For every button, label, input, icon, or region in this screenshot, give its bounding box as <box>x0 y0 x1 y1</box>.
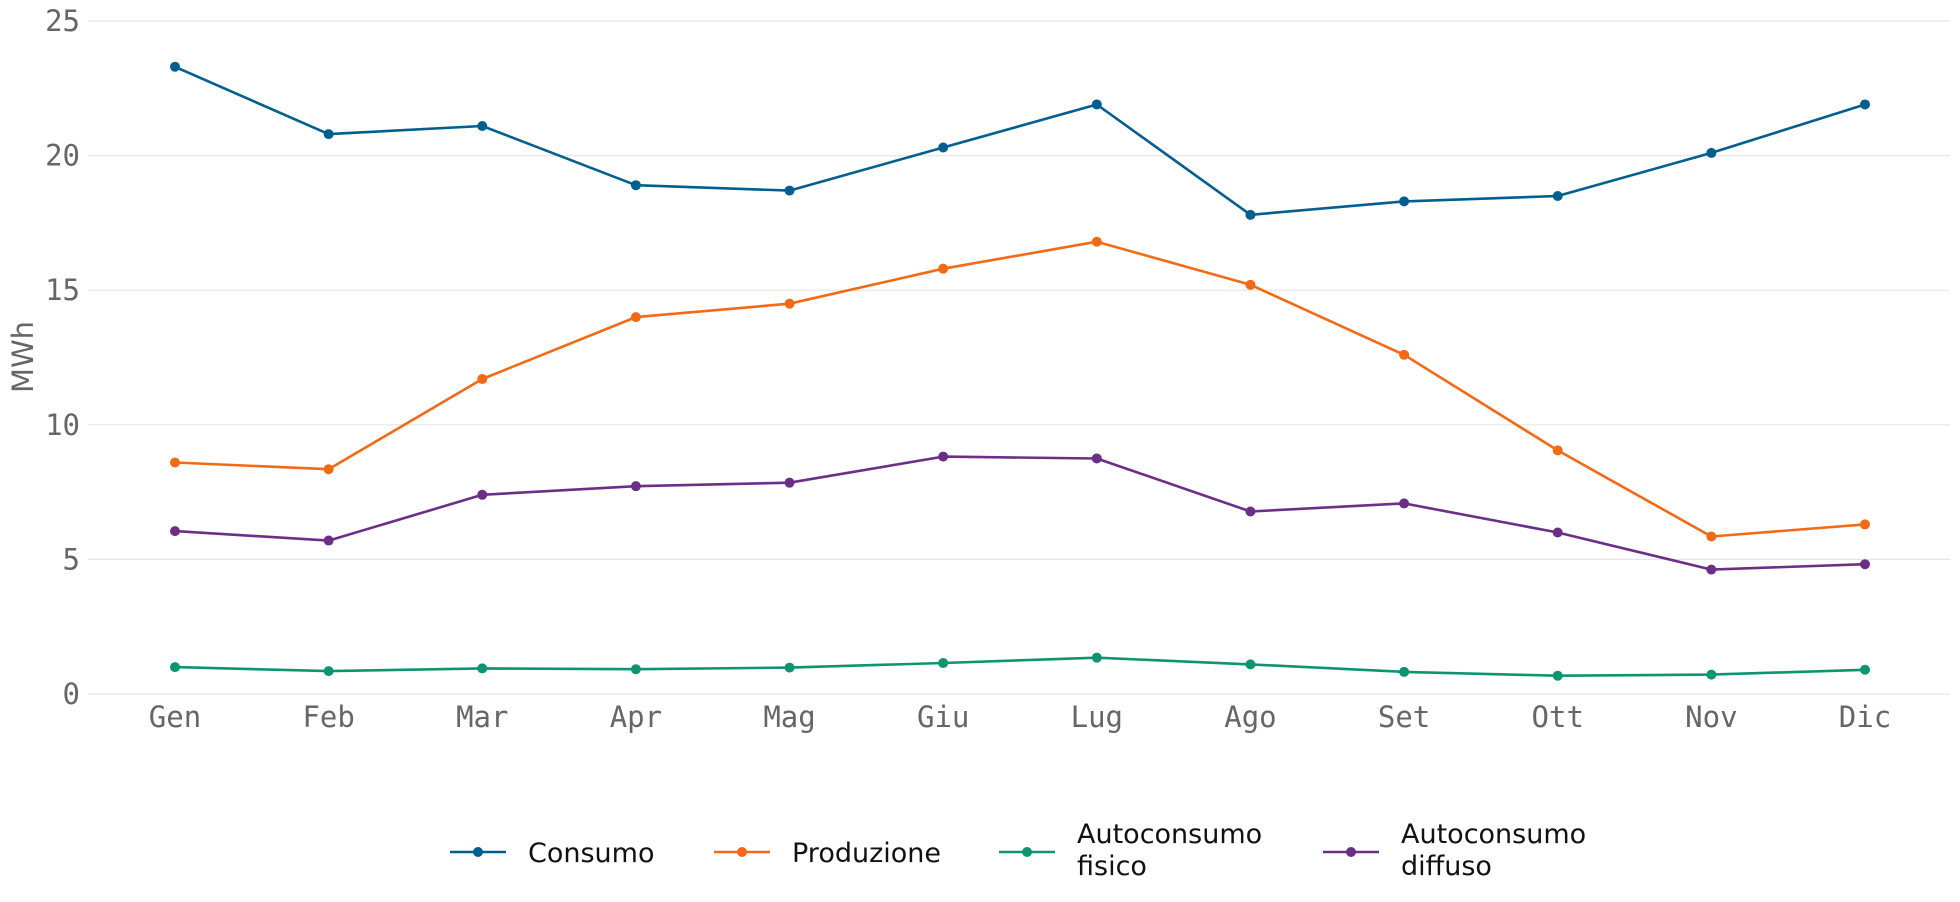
data-point <box>1091 453 1102 464</box>
data-point <box>1706 564 1717 575</box>
data-point <box>1245 506 1256 517</box>
data-point <box>938 142 949 153</box>
gridlines <box>88 20 1950 695</box>
series-line <box>174 65 1866 217</box>
series-autoconsumo-diffuso <box>170 451 1870 575</box>
data-point <box>630 664 641 675</box>
x-tick-label: Feb <box>302 700 354 734</box>
legend-label: diffuso <box>1401 851 1492 882</box>
data-point <box>477 663 488 674</box>
data-point <box>1860 99 1870 110</box>
x-tick-label: Gen <box>149 700 201 734</box>
x-tick-label: Set <box>1378 700 1430 734</box>
data-point <box>1860 664 1870 675</box>
data-point <box>1706 147 1717 158</box>
legend-swatch-marker <box>1346 847 1356 857</box>
data-point <box>323 464 334 475</box>
y-axis: 0 5 10 15 20 25 <box>45 4 80 711</box>
data-point <box>1552 670 1563 681</box>
data-point <box>170 61 180 72</box>
x-tick-label: Mag <box>763 700 815 734</box>
legend-swatch-marker <box>737 847 747 857</box>
legend-label: Autoconsumo <box>1401 819 1586 850</box>
x-tick-label: Mar <box>456 700 508 734</box>
data-point <box>323 666 334 677</box>
data-point <box>1706 531 1717 542</box>
data-point <box>784 662 795 673</box>
data-point <box>1399 349 1410 360</box>
data-point <box>784 298 795 309</box>
legend-label: Consumo <box>528 838 654 869</box>
y-tick-label: 10 <box>45 408 80 442</box>
data-point <box>1245 279 1256 290</box>
data-point <box>1245 659 1256 670</box>
legend-swatch-marker <box>1022 847 1032 857</box>
x-tick-label: Giu <box>917 700 969 734</box>
data-point <box>323 129 334 140</box>
data-point <box>1091 652 1102 663</box>
y-tick-label: 15 <box>45 273 80 307</box>
x-tick-label: Ott <box>1532 700 1584 734</box>
legend-item: Produzione <box>714 838 941 869</box>
y-tick-label: 25 <box>45 4 80 38</box>
legend-item: Consumo <box>450 838 654 869</box>
data-point <box>170 457 180 468</box>
data-point <box>323 535 334 546</box>
x-tick-label: Nov <box>1685 700 1737 734</box>
data-point <box>1245 209 1256 220</box>
x-tick-label: Dic <box>1839 700 1891 734</box>
data-point <box>784 477 795 488</box>
x-axis: Gen Feb Mar Apr Mag Giu Lug Ago Set Ott Nov Dic <box>149 700 1891 734</box>
series-line <box>174 455 1866 571</box>
legend-swatch-marker <box>473 847 483 857</box>
data-point <box>784 185 795 196</box>
data-point <box>477 374 488 385</box>
legend: Consumo ProduzioneAutoconsumofisicoAutoco… <box>450 819 1586 882</box>
data-point <box>630 481 641 492</box>
x-tick-label: Lug <box>1071 700 1123 734</box>
x-tick-label: Ago <box>1224 700 1276 734</box>
data-point <box>1399 498 1410 509</box>
legend-label: Autoconsumo <box>1077 819 1262 850</box>
series-line <box>174 656 1866 678</box>
data-point <box>1552 527 1563 538</box>
data-point <box>1552 445 1563 456</box>
data-point <box>1552 190 1563 201</box>
legend-label: Produzione <box>792 838 941 869</box>
data-point <box>1399 666 1410 677</box>
data-point <box>1860 559 1870 570</box>
data-point <box>170 662 180 673</box>
data-point <box>938 451 949 462</box>
data-point <box>1399 196 1410 207</box>
data-point <box>938 658 949 669</box>
data-point <box>1091 236 1102 247</box>
series-group <box>170 61 1870 681</box>
data-point <box>477 120 488 131</box>
y-tick-label: 5 <box>63 542 80 576</box>
data-point <box>630 180 641 191</box>
data-point <box>630 312 641 323</box>
data-point <box>1091 99 1102 110</box>
series-line <box>174 240 1866 538</box>
data-point <box>1706 669 1717 680</box>
data-point <box>477 489 488 500</box>
data-point <box>938 263 949 274</box>
series-consumo <box>170 61 1870 220</box>
legend-label: fisico <box>1077 851 1147 882</box>
data-point <box>1860 519 1870 530</box>
data-point <box>170 526 180 537</box>
y-axis-title: MWh <box>6 321 40 393</box>
series-autoconsumo-fisico <box>170 652 1870 681</box>
series-produzione <box>170 236 1870 542</box>
y-tick-label: 20 <box>45 139 80 173</box>
x-tick-label: Apr <box>610 700 662 734</box>
y-tick-label: 0 <box>63 677 80 711</box>
